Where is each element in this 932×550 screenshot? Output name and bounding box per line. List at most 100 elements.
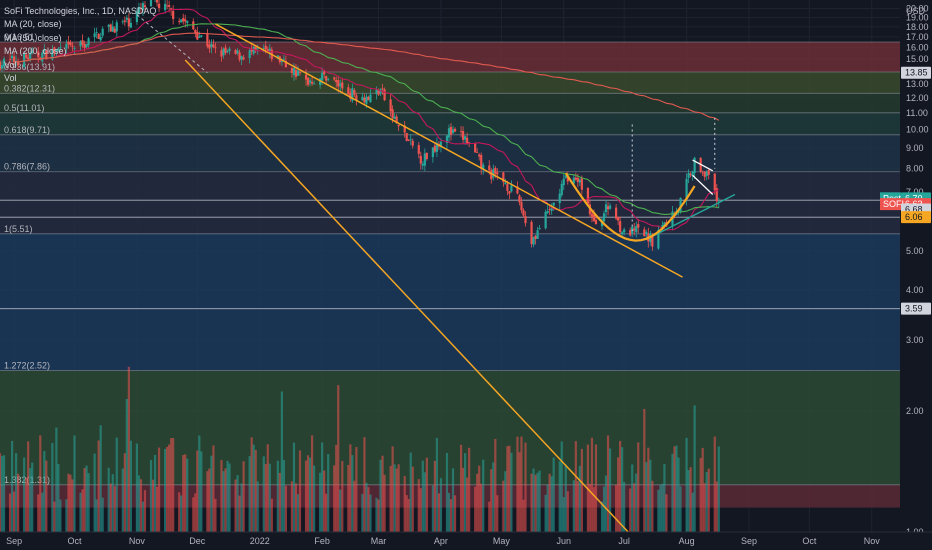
price-tick-label: 10.00 [906,125,929,135]
volume-bar [325,493,328,532]
volume-bar [151,479,155,532]
candle-body [292,68,296,76]
candle-body [594,220,598,225]
volume-bar [170,438,173,532]
price-tag-box [901,66,931,79]
legend-volume[interactable]: Vol [4,59,17,70]
volume-bar [45,460,48,532]
volume-bar [308,457,312,532]
volume-bar [186,458,189,532]
volume-bar [482,459,485,532]
volume-bar [576,481,579,532]
volume-bar [206,471,209,532]
candle-body [621,232,624,235]
volume-bar [238,495,241,532]
candle-body [250,49,253,52]
price-tick-label: 15.00 [906,54,929,64]
candle-body [606,206,610,210]
candle-body [617,216,620,221]
volume-bar [129,440,132,532]
support-trendline [650,193,736,238]
volume-bar [196,450,199,532]
volume-bar [153,454,157,532]
drawings[interactable] [136,14,736,533]
price-tick-label: 12.00 [906,93,929,103]
candle-body [109,24,112,32]
time-axis[interactable]: Sep Oct Nov Dec 2022 Feb Mar Apr May Jun Jul Aug Sep… [0,531,932,550]
volume-bar [425,457,428,532]
candle-body [12,56,16,63]
candle-body [365,96,368,104]
volume-bar [447,492,451,532]
price-axis[interactable]: USD 1.002.003.004.005.006.007.008.009.00… [900,0,932,537]
candle-body [254,46,257,50]
volume-bar [508,445,511,532]
channel-lower-line [184,59,629,533]
candle-body [172,10,175,19]
candle-body [468,142,471,144]
candle-body [651,235,654,247]
price-tag-box [901,302,931,315]
legend-ma200[interactable]: MA (200, close) [4,46,67,57]
candle-body [633,228,636,231]
volume-bar [220,459,223,532]
volume-bar [93,453,96,532]
candle-body [0,65,4,69]
candle-body [445,135,449,143]
legend-volume-2[interactable]: Vol [4,73,17,84]
candle-body [623,229,626,233]
fib-level-label: 1.272(2.52) [4,360,50,370]
volume-bar [296,494,300,532]
moving-average-line [14,32,720,121]
price-tag-box [901,211,931,224]
candle-body [405,133,408,141]
candle-body [115,22,118,32]
candle-body [544,211,547,229]
volume-bar [685,437,688,532]
candle-body [71,45,74,47]
fib-level-label: 0(16.51) [4,32,38,42]
volume-bar [488,501,491,532]
moving-averages [14,8,720,231]
fib-level-label: 0.5(11.01) [4,103,44,113]
candle-body [574,177,577,180]
volume-bar [37,494,40,532]
candle-body [524,216,527,224]
volume-bar [337,385,340,532]
candle-body [637,224,640,228]
volume-bar [155,486,159,532]
fibonacci-retracement[interactable]: 0(16.51) 0.236(13.91) 0.382(12.31) 0.5(11.0… [0,32,900,508]
price-tick-label: 5.00 [906,246,924,256]
chart-legend[interactable]: SoFi Technologies, Inc., 1D, NASDAQ MA (… [4,5,156,85]
price-tick-label: 11.00 [906,108,928,118]
volume-bar [43,451,46,532]
volume-bar [87,473,90,532]
volume-bar [379,459,382,532]
volume-bar [210,455,213,532]
horizontal-lines[interactable] [0,199,900,310]
volume-bar [29,468,32,532]
volume-bar [703,483,706,532]
candle-body [691,171,694,177]
volume-bar [459,444,463,532]
candle-body [488,165,491,171]
candle-body [496,172,499,175]
legend-ma50[interactable]: MA (50, close) [4,32,62,43]
candle-body [135,11,139,22]
volume-bar [31,462,34,532]
fib-level-label: 0.236(13.91) [4,62,55,72]
price-tag-text: 13.85 [905,68,928,78]
candle-body [81,40,84,45]
candle-body [290,68,294,73]
volume-bar [55,427,58,532]
legend-ma20[interactable]: MA (20, close) [4,19,62,30]
volume-bar [494,438,497,532]
candle-body [10,55,14,59]
volume-bar [431,485,434,532]
volume-bar [182,455,185,532]
volume-bar [524,442,527,532]
volume-bar [451,468,455,532]
volume-bar [548,473,551,532]
price-tick-label: 3.00 [906,335,924,345]
